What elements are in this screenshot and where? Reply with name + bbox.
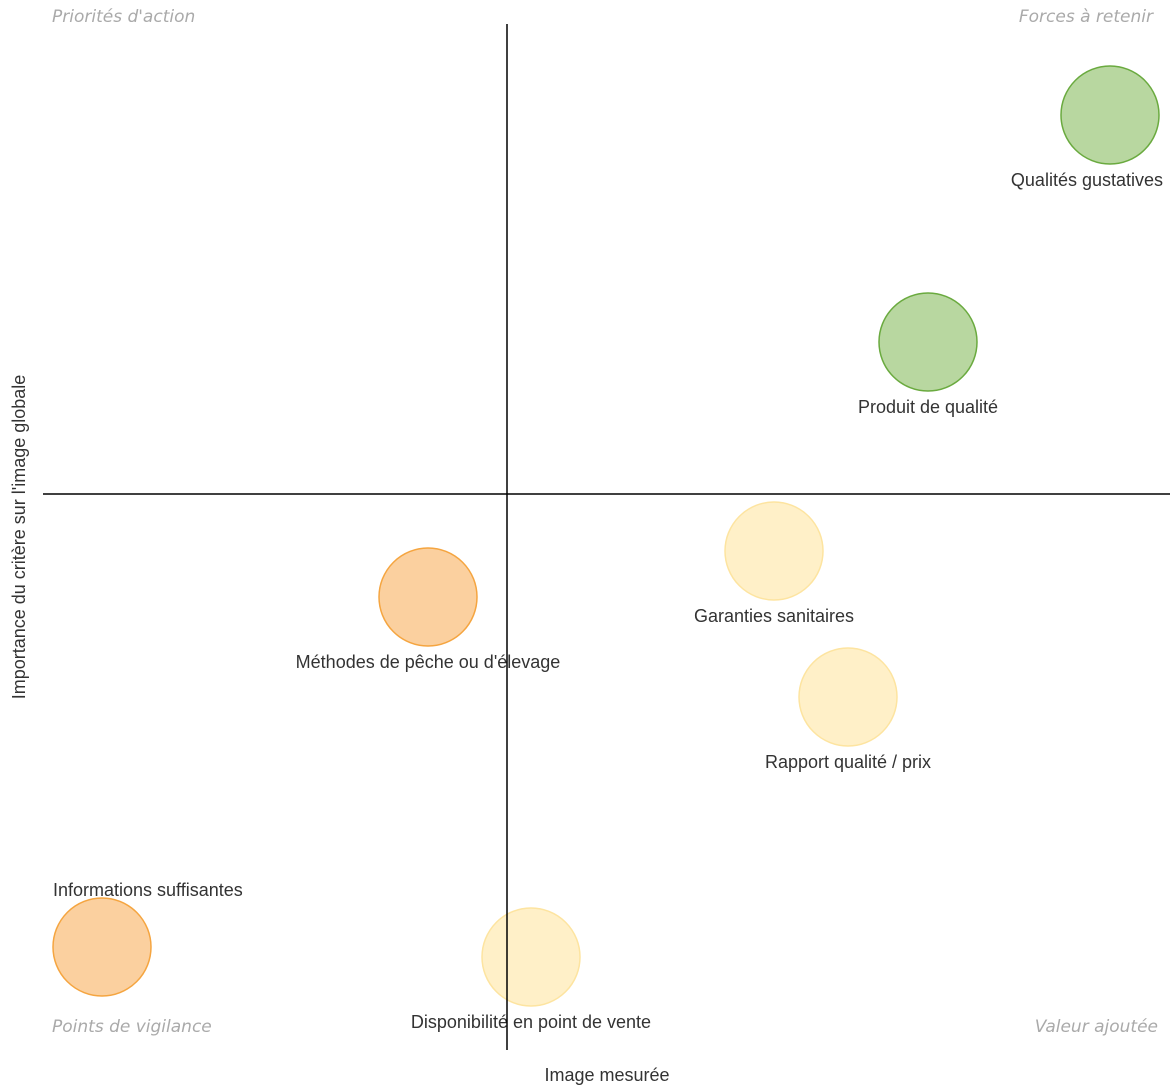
bubble (878, 292, 978, 392)
y-axis-title: Importance du critère sur l'image global… (9, 375, 29, 700)
quadrant-label: Priorités d'action (52, 7, 195, 27)
point-label: Produit de qualité (858, 397, 998, 417)
point-label: Méthodes de pêche ou d'élevage (296, 652, 561, 672)
bubble (798, 647, 898, 747)
quadrant-label: Forces à retenir (1019, 7, 1154, 27)
bubble (378, 547, 478, 647)
bubble (481, 907, 581, 1007)
point-label: Garanties sanitaires (694, 606, 854, 626)
point-label: Informations suffisantes (53, 880, 243, 900)
bubble (52, 897, 152, 997)
point-label: Qualités gustatives (1011, 170, 1163, 190)
bubble (724, 501, 824, 601)
bubble (1060, 65, 1160, 165)
quadrant-label: Points de vigilance (52, 1017, 212, 1037)
point-label: Disponibilité en point de vente (411, 1012, 651, 1032)
quadrant-label: Valeur ajoutée (1035, 1017, 1158, 1037)
x-axis-title: Image mesurée (544, 1065, 669, 1085)
point-label: Rapport qualité / prix (765, 752, 931, 772)
